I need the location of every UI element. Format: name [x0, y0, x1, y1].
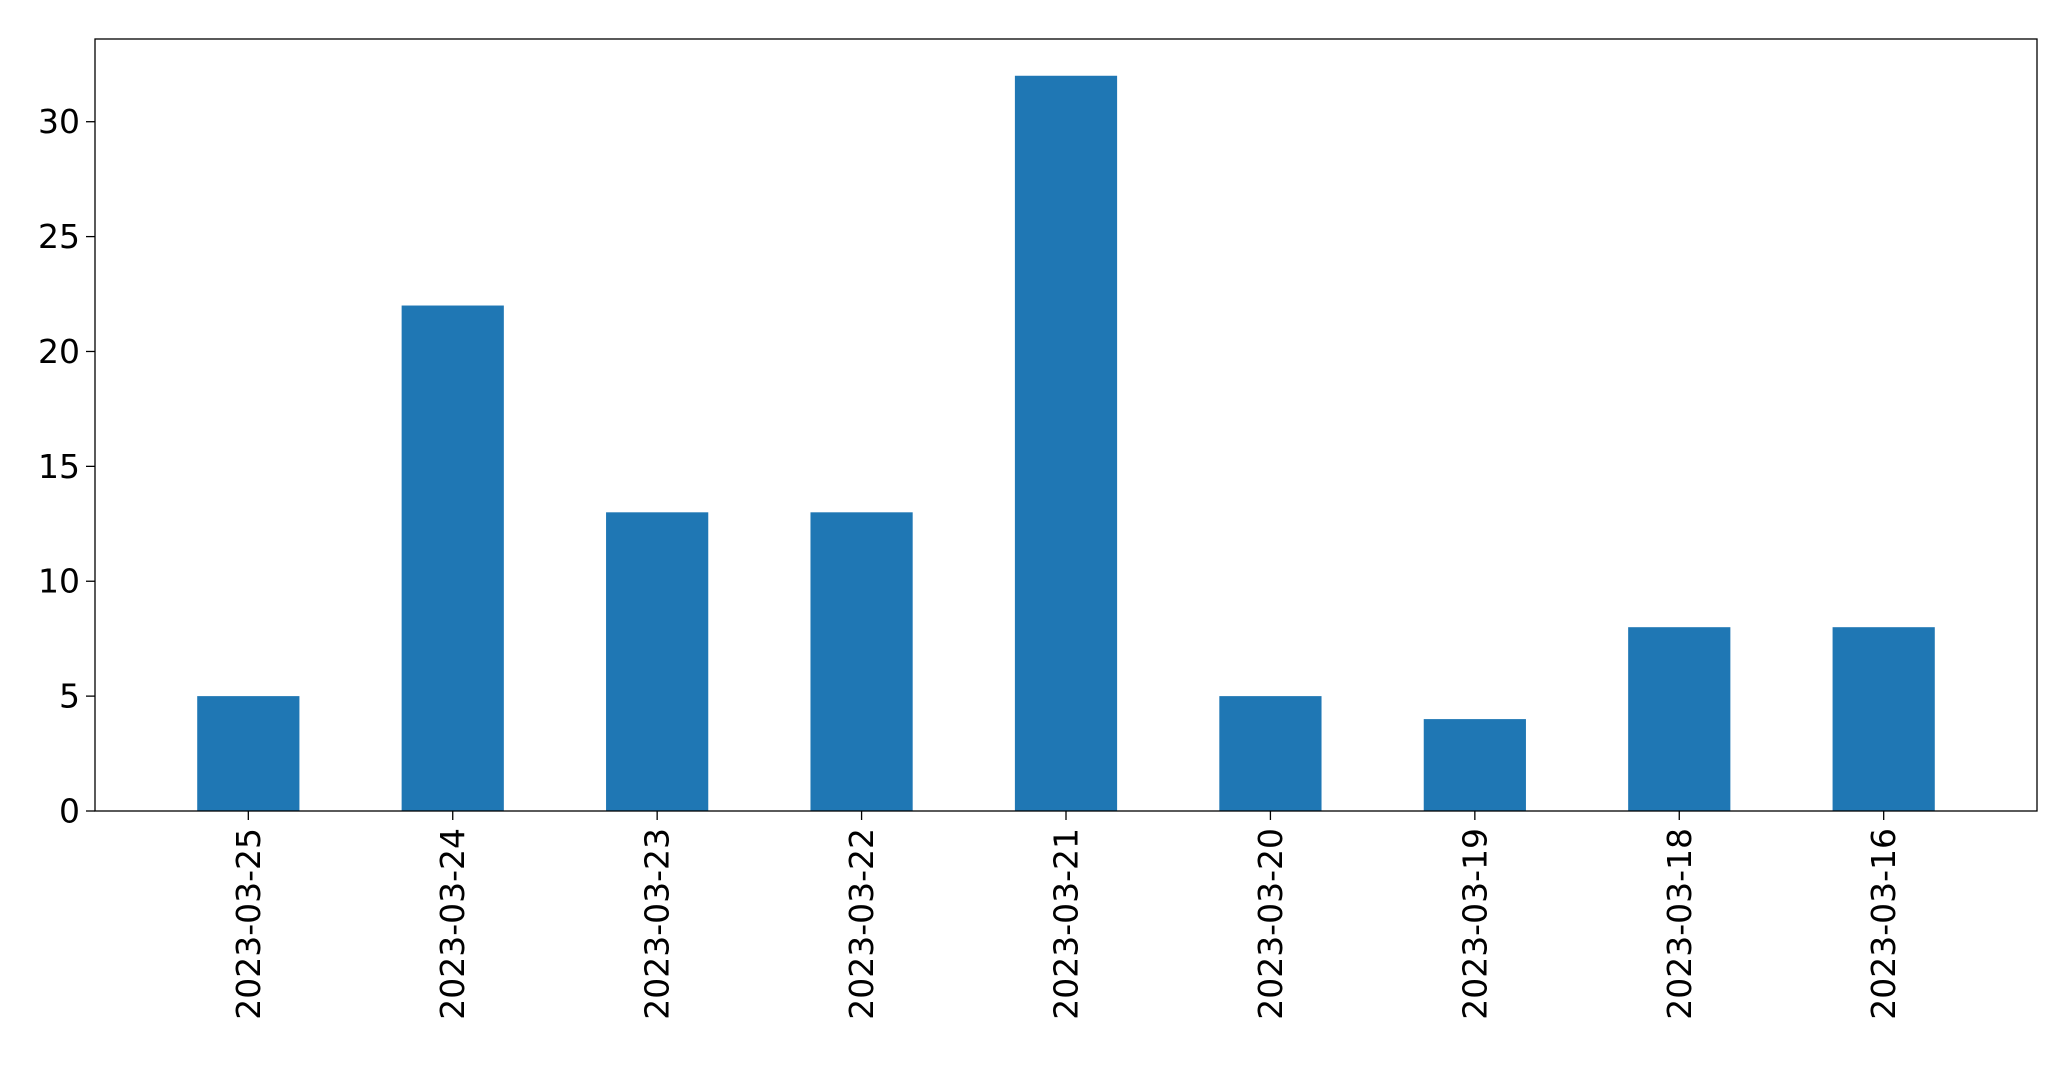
x-tick-label: 2023-03-20	[1251, 828, 1290, 1020]
y-tick-label: 30	[38, 102, 80, 141]
y-tick-label: 20	[38, 332, 80, 371]
x-tick-label: 2023-03-19	[1455, 828, 1494, 1020]
bar-2023-03-20	[1219, 696, 1322, 811]
bars-layer	[197, 75, 1935, 811]
y-tick-label: 10	[38, 562, 80, 601]
x-tick-label: 2023-03-22	[842, 828, 881, 1020]
bar-2023-03-19	[1423, 719, 1526, 811]
x-tick-label: 2023-03-16	[1864, 828, 1903, 1020]
x-tick-label: 2023-03-25	[229, 828, 268, 1020]
y-tick-label: 15	[38, 447, 80, 486]
x-tick-label: 2023-03-23	[638, 828, 677, 1020]
bar-2023-03-23	[606, 512, 709, 811]
bar-2023-03-16	[1832, 627, 1935, 811]
x-tick-label: 2023-03-21	[1047, 828, 1086, 1020]
x-tick-label: 2023-03-18	[1660, 828, 1699, 1020]
bar-2023-03-24	[401, 305, 504, 811]
x-axis: 2023-03-25 2023-03-24 2023-03-23 2023-03-22…	[229, 811, 1903, 1020]
bar-2023-03-21	[1014, 75, 1118, 811]
y-tick-label: 0	[59, 792, 80, 831]
x-tick-label: 2023-03-24	[433, 828, 472, 1020]
bar-2023-03-18	[1628, 627, 1731, 811]
plot-frame	[94, 38, 2038, 812]
bar-2023-03-25	[197, 696, 300, 811]
bar-2023-03-22	[810, 512, 913, 811]
y-axis: 0 5 10 15 20 25 30	[38, 102, 95, 831]
y-tick-label: 25	[38, 217, 80, 256]
y-tick-label: 5	[59, 677, 80, 716]
